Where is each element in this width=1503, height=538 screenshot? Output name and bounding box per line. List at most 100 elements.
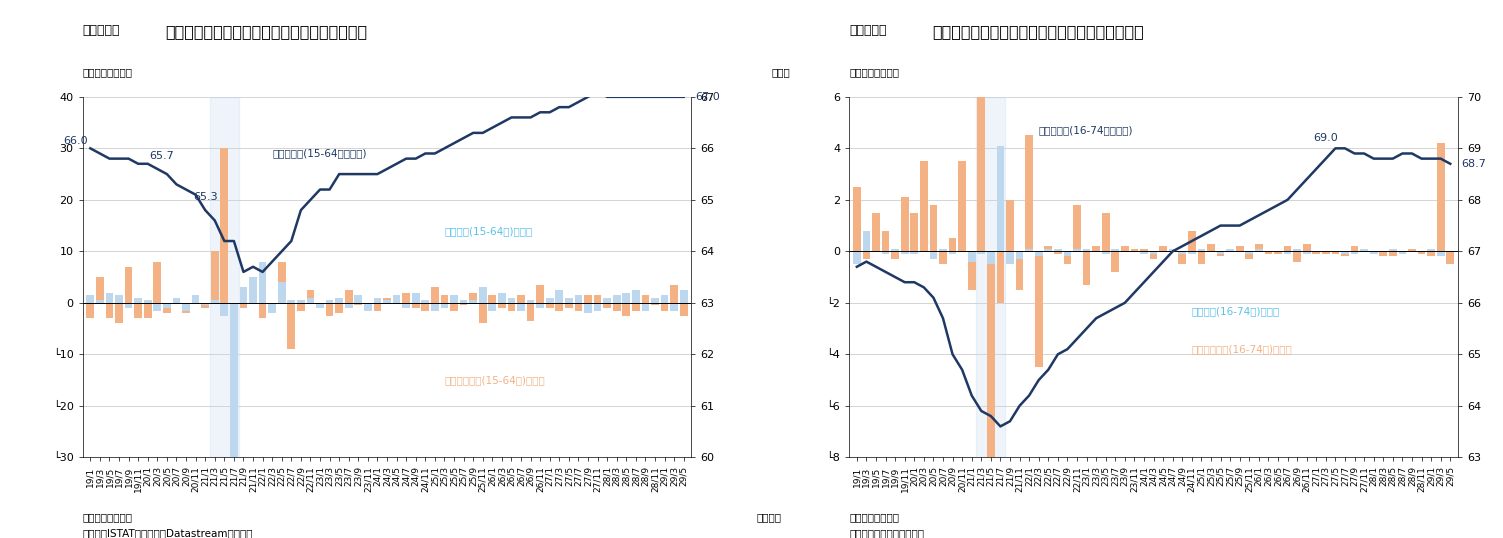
Bar: [412, 303, 419, 308]
Bar: [977, 97, 1006, 457]
Bar: [1437, 143, 1444, 251]
Bar: [670, 303, 678, 310]
Bar: [144, 303, 152, 318]
Text: イタリアの失業者・非労働力人口・労働参加率: イタリアの失業者・非労働力人口・労働参加率: [165, 24, 367, 39]
Bar: [87, 295, 95, 303]
Bar: [1275, 251, 1282, 254]
Bar: [221, 303, 228, 316]
Bar: [469, 300, 476, 303]
Bar: [854, 187, 861, 251]
Bar: [1159, 246, 1166, 251]
Bar: [278, 261, 286, 303]
Bar: [421, 303, 430, 310]
Text: 65.7: 65.7: [150, 151, 174, 161]
Bar: [574, 303, 582, 310]
Bar: [326, 300, 334, 303]
Bar: [249, 293, 257, 303]
Bar: [1255, 249, 1263, 251]
Bar: [364, 303, 371, 310]
Bar: [374, 303, 382, 310]
Bar: [239, 303, 248, 308]
Bar: [1006, 251, 1015, 264]
Bar: [996, 146, 1004, 251]
Bar: [863, 231, 870, 251]
Bar: [105, 303, 113, 318]
Bar: [891, 251, 899, 259]
Bar: [1016, 251, 1024, 259]
Bar: [144, 300, 152, 303]
Bar: [1389, 251, 1396, 257]
Bar: [670, 285, 678, 303]
Bar: [854, 251, 861, 264]
Bar: [116, 303, 123, 323]
Bar: [316, 303, 323, 308]
Bar: [335, 303, 343, 313]
Bar: [269, 303, 277, 313]
Bar: [344, 303, 353, 308]
Bar: [1446, 251, 1453, 264]
Bar: [1312, 251, 1320, 254]
Text: 労働参加率(15-64才、右軸): 労働参加率(15-64才、右軸): [272, 148, 367, 159]
Bar: [210, 300, 218, 303]
Bar: [1045, 249, 1052, 251]
Text: 労働参加率(16-74才、右軸): 労働参加率(16-74才、右軸): [1039, 125, 1133, 136]
Bar: [96, 300, 104, 303]
Bar: [585, 303, 592, 313]
Text: （図表８）: （図表８）: [849, 24, 887, 37]
Text: 69.0: 69.0: [1314, 133, 1338, 143]
Bar: [1389, 249, 1396, 251]
Bar: [230, 303, 237, 457]
Bar: [87, 303, 95, 318]
Bar: [392, 298, 400, 303]
Bar: [249, 277, 257, 303]
Bar: [210, 251, 218, 303]
Bar: [153, 261, 161, 303]
Bar: [125, 303, 132, 308]
Bar: [1207, 244, 1214, 251]
Bar: [1016, 251, 1024, 290]
Bar: [948, 251, 956, 254]
Text: （前月差、万人）: （前月差、万人）: [849, 67, 899, 77]
Bar: [451, 303, 458, 310]
Bar: [1036, 251, 1043, 367]
Bar: [1178, 251, 1186, 254]
Text: 失業者数(15-64才)の変化: 失業者数(15-64才)の変化: [445, 226, 532, 236]
Bar: [451, 295, 458, 303]
Bar: [221, 148, 228, 303]
Bar: [565, 298, 573, 303]
Bar: [1235, 246, 1243, 251]
Bar: [1130, 249, 1138, 251]
Bar: [307, 290, 314, 303]
Bar: [1246, 251, 1254, 254]
Bar: [1255, 244, 1263, 251]
Text: 非労働者人口(15-64才)の変化: 非労働者人口(15-64才)の変化: [445, 375, 546, 385]
Bar: [1082, 249, 1090, 251]
Bar: [230, 303, 237, 483]
Bar: [134, 298, 141, 303]
Bar: [210, 97, 239, 457]
Bar: [1150, 251, 1157, 254]
Bar: [633, 303, 640, 310]
Bar: [162, 303, 171, 308]
Bar: [863, 251, 870, 259]
Bar: [1417, 251, 1425, 254]
Bar: [383, 298, 391, 303]
Bar: [1293, 249, 1302, 251]
Bar: [661, 303, 669, 310]
Bar: [526, 300, 535, 303]
Bar: [1102, 251, 1109, 254]
Bar: [968, 251, 975, 290]
Bar: [162, 303, 171, 313]
Bar: [182, 303, 189, 313]
Text: ポルトガルの失業者・非労働力人口・労働参加率: ポルトガルの失業者・非労働力人口・労働参加率: [932, 24, 1144, 39]
Text: （月次）: （月次）: [756, 512, 782, 522]
Bar: [1082, 251, 1090, 285]
Bar: [1226, 249, 1234, 251]
Bar: [287, 300, 295, 303]
Bar: [959, 161, 966, 251]
Bar: [440, 295, 448, 303]
Bar: [316, 303, 323, 308]
Bar: [565, 303, 573, 308]
Bar: [125, 267, 132, 303]
Bar: [497, 303, 505, 308]
